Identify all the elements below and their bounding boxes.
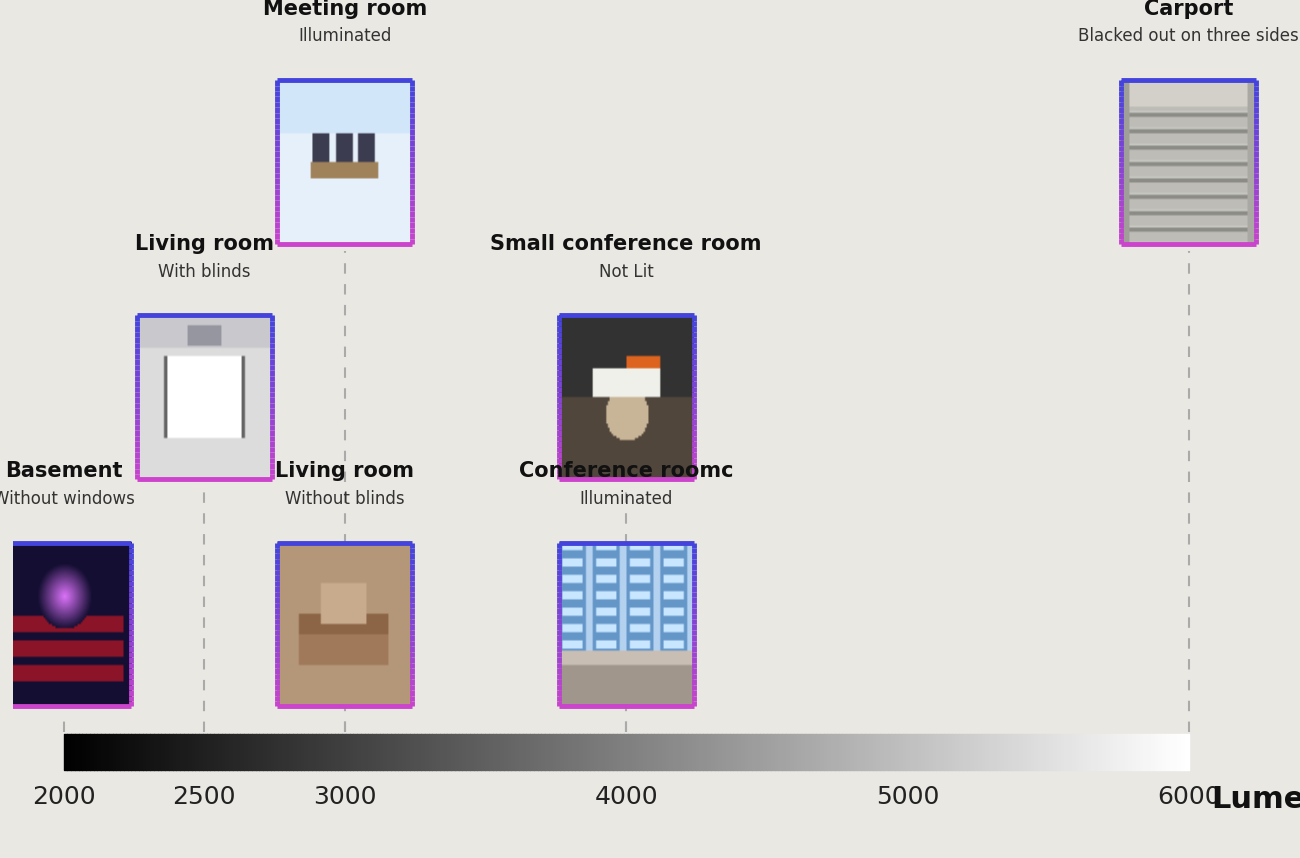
Text: Blacked out on three sides: Blacked out on three sides — [1078, 27, 1299, 45]
Text: Small conference room: Small conference room — [490, 234, 762, 254]
Text: 2500: 2500 — [173, 785, 237, 809]
Text: Conference roomc: Conference roomc — [519, 461, 733, 481]
Text: Illuminated: Illuminated — [298, 27, 391, 45]
Text: Meeting room: Meeting room — [263, 0, 426, 19]
Text: With blinds: With blinds — [159, 263, 251, 281]
Text: Without blinds: Without blinds — [285, 490, 404, 508]
Text: Basement: Basement — [5, 461, 122, 481]
Text: 2000: 2000 — [31, 785, 95, 809]
Text: Without windows: Without windows — [0, 490, 135, 508]
Text: 3000: 3000 — [313, 785, 377, 809]
Text: 6000: 6000 — [1157, 785, 1221, 809]
Text: Carport: Carport — [1144, 0, 1234, 19]
Text: Lumen: Lumen — [1212, 785, 1300, 813]
Text: 4000: 4000 — [594, 785, 658, 809]
Text: Illuminated: Illuminated — [580, 490, 673, 508]
Text: Living room: Living room — [276, 461, 415, 481]
Text: Not Lit: Not Lit — [599, 263, 654, 281]
Text: 5000: 5000 — [876, 785, 939, 809]
Text: Living room: Living room — [135, 234, 274, 254]
